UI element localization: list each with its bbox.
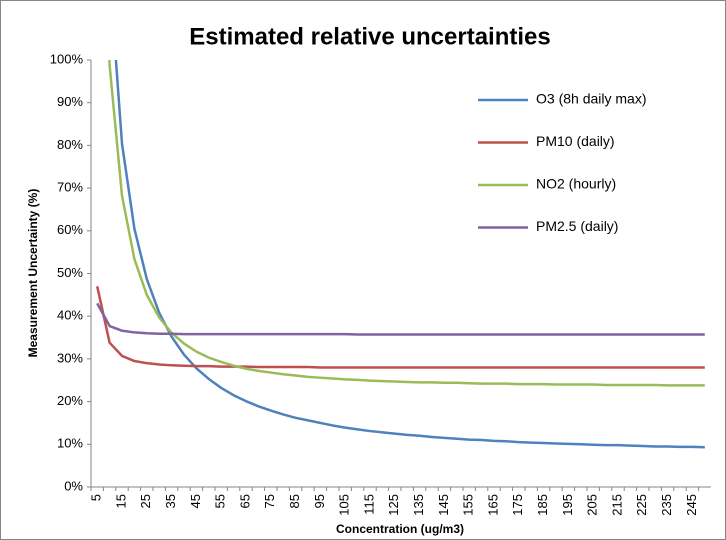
- series-line: [114, 60, 705, 449]
- y-tick-label: 0%: [64, 478, 83, 493]
- y-tick-label: 30%: [57, 350, 83, 365]
- x-tick-label: 65: [237, 494, 252, 508]
- x-tick-label: 245: [684, 494, 699, 516]
- y-tick-label: 10%: [57, 436, 83, 451]
- legend-label: PM10 (daily): [536, 133, 615, 149]
- x-tick-label: 95: [312, 494, 327, 508]
- legend-label: PM2.5 (daily): [536, 218, 618, 234]
- y-tick-label: 20%: [57, 393, 83, 408]
- x-tick-label: 35: [163, 494, 178, 508]
- x-tick-label: 195: [560, 494, 575, 516]
- y-tick-label: 90%: [57, 94, 83, 109]
- x-tick-label: 85: [287, 494, 302, 508]
- y-axis-title: Measurement Uncertainty (%): [26, 189, 40, 358]
- x-tick-label: 105: [337, 494, 352, 516]
- x-tick-label: 155: [461, 494, 476, 516]
- y-tick-label: 60%: [57, 222, 83, 237]
- y-tick-label: 70%: [57, 180, 83, 195]
- x-tick-label: 145: [436, 494, 451, 516]
- x-tick-label: 185: [535, 494, 550, 516]
- x-tick-label: 75: [262, 494, 277, 508]
- x-tick-label: 235: [659, 494, 674, 516]
- series-line: [108, 60, 705, 387]
- x-tick-label: 135: [411, 494, 426, 516]
- y-tick-label: 50%: [57, 265, 83, 280]
- x-tick-label: 125: [386, 494, 401, 516]
- legend-label: O3 (8h daily max): [536, 91, 646, 107]
- series-line: [95, 286, 705, 369]
- y-tick-label: 40%: [57, 308, 83, 323]
- x-tick-label: 115: [361, 494, 376, 515]
- x-axis-title: Concentration (ug/m3): [336, 522, 464, 536]
- y-tick-label: 100%: [50, 51, 84, 66]
- y-tick-label: 80%: [57, 137, 83, 152]
- x-tick-label: 175: [510, 494, 525, 516]
- legend-label: NO2 (hourly): [536, 176, 616, 192]
- x-tick-label: 25: [138, 494, 153, 508]
- x-tick-label: 205: [585, 494, 600, 516]
- x-tick-label: 55: [213, 494, 228, 508]
- x-tick-label: 165: [485, 494, 500, 516]
- series-line: [96, 302, 705, 336]
- x-tick-label: 15: [113, 494, 128, 508]
- x-tick-label: 215: [609, 494, 624, 516]
- x-tick-label: 225: [634, 494, 649, 516]
- x-tick-label: 5: [89, 494, 104, 501]
- chart-title: Estimated relative uncertainties: [189, 23, 550, 50]
- x-tick-label: 45: [188, 494, 203, 508]
